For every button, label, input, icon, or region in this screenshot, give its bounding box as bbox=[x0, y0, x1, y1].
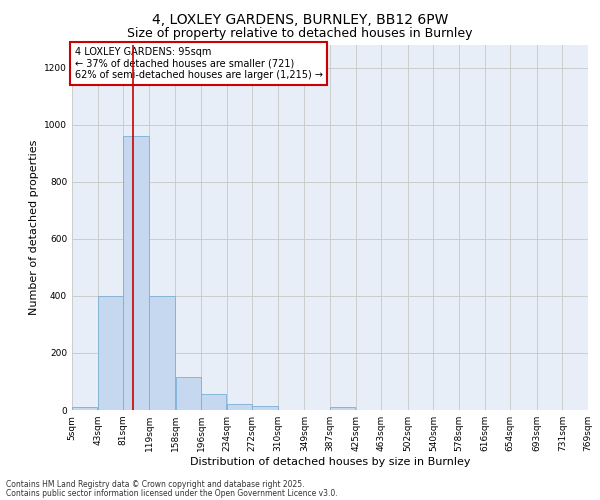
Bar bbox=[124, 136, 149, 410]
Bar bbox=[72, 407, 97, 410]
Bar bbox=[227, 404, 252, 410]
Bar bbox=[201, 394, 226, 410]
Bar bbox=[253, 406, 278, 410]
Bar bbox=[176, 377, 201, 410]
Bar bbox=[149, 296, 175, 410]
X-axis label: Distribution of detached houses by size in Burnley: Distribution of detached houses by size … bbox=[190, 457, 470, 467]
Text: Contains public sector information licensed under the Open Government Licence v3: Contains public sector information licen… bbox=[6, 488, 338, 498]
Text: 4, LOXLEY GARDENS, BURNLEY, BB12 6PW: 4, LOXLEY GARDENS, BURNLEY, BB12 6PW bbox=[152, 12, 448, 26]
Text: Size of property relative to detached houses in Burnley: Size of property relative to detached ho… bbox=[127, 28, 473, 40]
Text: Contains HM Land Registry data © Crown copyright and database right 2025.: Contains HM Land Registry data © Crown c… bbox=[6, 480, 305, 489]
Bar bbox=[98, 296, 123, 410]
Bar bbox=[330, 407, 355, 410]
Text: 4 LOXLEY GARDENS: 95sqm
← 37% of detached houses are smaller (721)
62% of semi-d: 4 LOXLEY GARDENS: 95sqm ← 37% of detache… bbox=[74, 47, 323, 80]
Y-axis label: Number of detached properties: Number of detached properties bbox=[29, 140, 38, 315]
